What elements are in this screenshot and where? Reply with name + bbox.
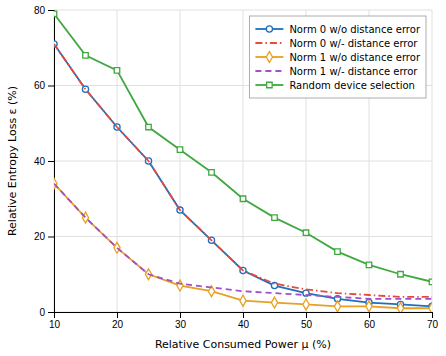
legend-box [249,16,426,98]
series-point [209,170,214,175]
x-tick: 60 [364,312,376,330]
y-tick-label: 60 [34,80,46,91]
legend-item: Norm 0 w/o distance error [255,24,420,35]
legend-label: Random device selection [289,80,415,91]
series-point [397,303,403,312]
series-point [272,215,277,220]
marks [54,11,432,312]
series-point [429,279,432,284]
x-tick: 70 [427,312,439,330]
x-axis-title: Relative Consumed Power μ (%) [155,338,331,351]
x-tick-label: 70 [427,319,439,330]
series-point [335,249,340,254]
series-point [303,230,308,235]
y-tick-mark [48,237,54,238]
series-line [54,184,432,299]
legend-item: Norm 1 w/o distance error [255,52,420,63]
y-tick-label: 0 [39,307,45,318]
grid-line-y [54,236,432,237]
legend-item: Random device selection [255,80,415,91]
series-line [54,14,432,282]
series-point [82,212,88,223]
grid-line-y [54,161,432,162]
x-tick-mark [369,312,370,318]
y-tick-label: 80 [34,5,46,16]
x-tick-mark [180,312,181,318]
y-tick-label: 40 [34,156,46,167]
legend: Norm 0 w/o distance error Norm 0 w/- dist… [249,16,426,98]
y-axis-title: Relative Entropy Loss ε (%) [6,86,19,236]
series-point [334,301,340,312]
plot: 10 20 30 40 50 60 70 0 20 40 60 80 Relative Consumed… [6,5,438,351]
y-tick-mark [48,161,54,162]
grid [54,10,432,312]
legend-label: Norm 1 w/- distance error [289,66,418,77]
x-tick: 50 [301,312,313,330]
x-axis-line [55,313,433,319]
legend-marker [266,52,272,63]
x-tick-mark [117,312,118,318]
legend-item: Norm 0 w/- distance error [255,38,418,49]
x-tick-label: 40 [238,319,250,330]
x-tick: 30 [175,312,187,330]
legend-marker [266,26,272,32]
y-axis-line [48,11,55,313]
x-tick-label: 30 [175,319,187,330]
series-point [54,11,57,16]
legend-label: Norm 1 w/o distance error [289,52,420,63]
x-tick-label: 50 [301,319,313,330]
x-tick: 20 [112,312,124,330]
legend-label: Norm 0 w/- distance error [289,38,418,49]
series-point [303,299,309,310]
x-tick: 40 [238,312,250,330]
series-point [271,297,277,308]
series-point [146,124,151,129]
series-point [240,295,246,306]
x-tick-label: 60 [364,319,376,330]
x-tick-mark [432,312,433,318]
chart: 10 20 30 40 50 60 70 0 20 40 60 80 Relative Consumed… [0,0,446,356]
legend-swatch [255,70,283,72]
series-point [429,303,432,312]
y-tick: 20 [34,231,54,242]
series-line [54,44,432,297]
y-tick: 60 [34,80,54,91]
y-tick: 40 [34,156,54,167]
y-tick-mark [48,86,54,87]
x-tick-label: 10 [49,319,61,330]
series-point [398,272,403,277]
series-point [114,68,119,73]
y-tick-mark [48,10,54,11]
y-tick: 80 [34,5,54,16]
legend-swatch [255,42,283,44]
legend-item: Norm 1 w/- distance error [255,66,418,77]
series-point [83,53,88,58]
x-tick: 10 [49,312,61,330]
series-point [177,147,182,152]
y-tick-label: 20 [34,231,46,242]
x-axis: 10 20 30 40 50 60 70 [49,312,439,330]
series-point [240,196,245,201]
series-point [366,262,371,267]
legend-marker [267,82,272,87]
y-tick-mark [48,312,54,313]
series-point [114,242,120,253]
x-tick-label: 20 [112,319,124,330]
legend-label: Norm 0 w/o distance error [289,24,420,35]
y-tick: 0 [39,307,54,318]
x-tick-mark [306,312,307,318]
x-tick-mark [243,312,244,318]
grid-line-y [54,10,432,11]
series-point [177,280,183,291]
series-line [54,184,432,309]
series-point [366,301,372,312]
y-axis: 0 20 40 60 80 [34,5,55,318]
